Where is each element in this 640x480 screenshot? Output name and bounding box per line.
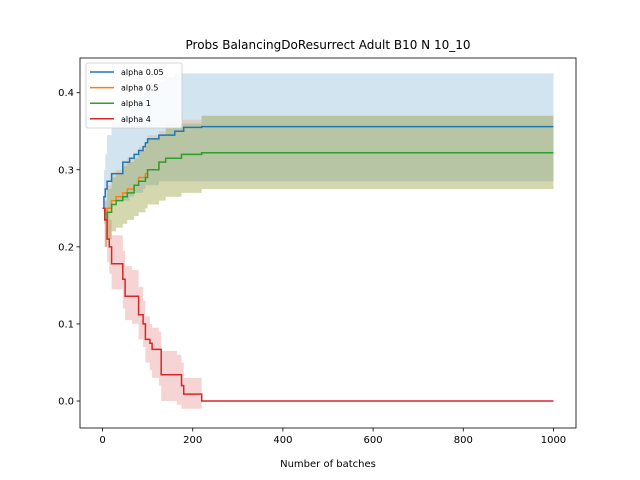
x-tick-label: 800 [454, 435, 473, 446]
y-axis-ticks: 0.0 0.1 0.2 0.3 0.4 [58, 88, 80, 408]
confidence-bands [102, 73, 554, 409]
band-series-3 [102, 115, 554, 247]
legend-label: alpha 0.05 [121, 68, 164, 77]
line-series-3 [102, 152, 554, 221]
x-tick-label: 1000 [541, 435, 566, 446]
y-tick-label: 0.4 [58, 88, 74, 99]
legend-label: alpha 1 [121, 99, 151, 108]
plot-frame [79, 57, 577, 429]
legend-label: alpha 0.5 [121, 84, 158, 93]
x-tick-label: 600 [364, 435, 383, 446]
y-tick-label: 0.1 [58, 319, 74, 330]
x-tick-label: 400 [273, 435, 292, 446]
band-series-1 [102, 73, 554, 224]
legend-frame [85, 62, 183, 129]
y-tick-label: 0.0 [58, 397, 74, 408]
x-axis-label: Number of batches [280, 459, 376, 470]
x-tick-label: 200 [183, 435, 202, 446]
y-tick-label: 0.3 [58, 165, 74, 176]
band-series-2 [102, 115, 554, 247]
line-series-1 [102, 125, 554, 210]
legend: alpha 0.05 alpha 0.5 alpha 1 alpha 4 [85, 62, 183, 129]
x-tick-label: 0 [99, 435, 105, 446]
legend-label: alpha 4 [121, 115, 151, 124]
line-series-4 [102, 207, 554, 402]
x-axis-ticks: 0 200 400 600 800 1000 [99, 428, 566, 446]
series-lines [102, 125, 554, 402]
chart-title: Probs BalancingDoResurrect Adult B10 N 1… [186, 38, 471, 52]
y-tick-label: 0.2 [58, 242, 74, 253]
